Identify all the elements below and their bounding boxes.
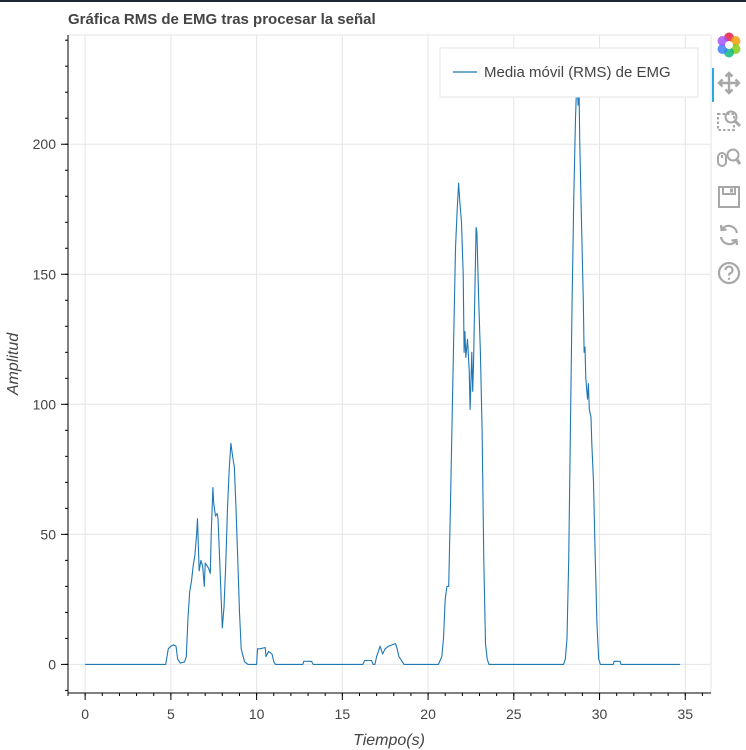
toolbar-active-indicator xyxy=(712,68,714,102)
axes: 0 5 10 15 20 25 30 35 0 50 100 150 200 xyxy=(33,35,711,722)
legend-box xyxy=(439,47,699,98)
y-tick-label: 0 xyxy=(48,656,56,672)
y-tick-label: 200 xyxy=(33,136,57,152)
save-tool-icon[interactable] xyxy=(716,184,742,210)
y-tick-label: 150 xyxy=(33,266,57,282)
y-tick-label: 50 xyxy=(40,526,56,542)
grid-lines xyxy=(68,35,711,693)
x-tick-label: 35 xyxy=(677,706,693,722)
box-zoom-tool-icon[interactable] xyxy=(716,108,742,134)
x-tick-label: 20 xyxy=(420,706,436,722)
chart-title: Gráfica RMS de EMG tras procesar la seña… xyxy=(68,11,376,28)
wheel-zoom-tool-icon[interactable] xyxy=(716,146,742,172)
y-tick-label: 100 xyxy=(33,396,57,412)
plot-frame xyxy=(67,34,712,694)
bokeh-logo-icon[interactable] xyxy=(716,32,742,58)
chart-toolbar xyxy=(712,30,746,300)
x-tick-label: 30 xyxy=(592,706,608,722)
x-tick-label: 0 xyxy=(81,706,89,722)
legend[interactable]: Media móvil (RMS) de EMG xyxy=(439,47,699,98)
x-tick-label: 15 xyxy=(335,706,351,722)
y-axis-label: Amplitud xyxy=(5,332,22,396)
legend-entry-label: Media móvil (RMS) de EMG xyxy=(484,64,671,81)
x-tick-label: 25 xyxy=(506,706,522,722)
help-tool-icon[interactable] xyxy=(716,260,742,286)
reset-tool-icon[interactable] xyxy=(716,222,742,248)
x-tick-label: 10 xyxy=(249,706,265,722)
top-border xyxy=(0,0,746,2)
pan-tool-icon[interactable] xyxy=(716,70,742,96)
x-axis-label: Tiempo(s) xyxy=(353,732,425,749)
x-tick-label: 5 xyxy=(167,706,175,722)
series-layer xyxy=(85,76,681,665)
series-line-rms xyxy=(85,76,681,665)
